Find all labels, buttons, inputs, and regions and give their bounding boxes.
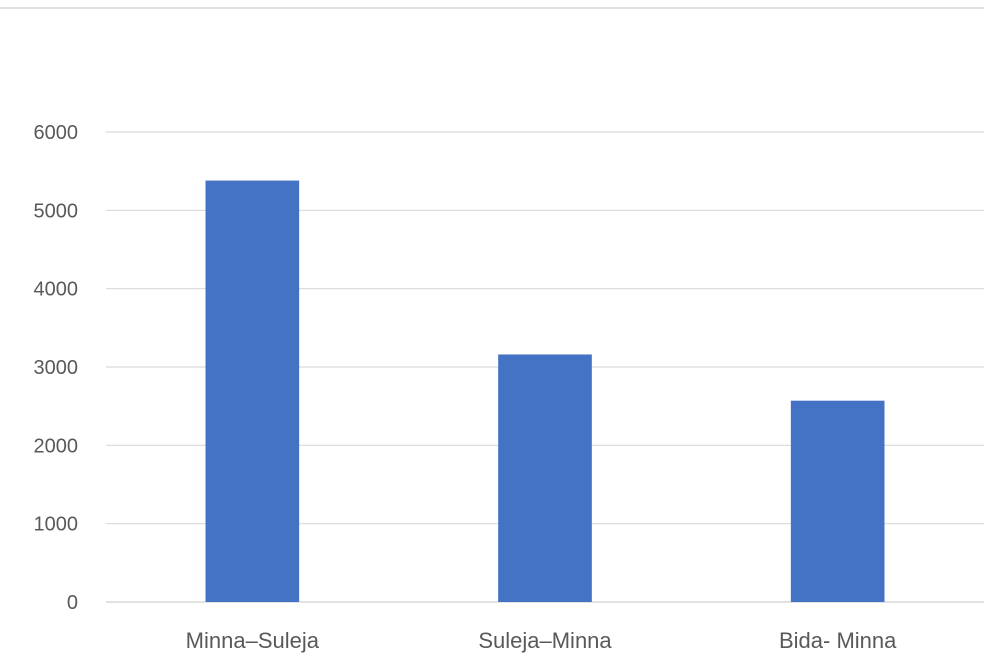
y-tick-label: 2000: [34, 435, 79, 457]
y-axis-ticks: 0 1000 2000 3000 4000 5000 6000: [34, 122, 79, 614]
x-axis-labels: Minna–Suleja Suleja–Minna Bida- Minna: [186, 628, 897, 653]
x-category-label: Suleja–Minna: [478, 628, 612, 653]
bars: [205, 180, 885, 603]
y-tick-label: 0: [67, 592, 78, 614]
x-category-label: Bida- Minna: [779, 628, 897, 653]
y-tick-label: 5000: [34, 200, 79, 222]
bar: [498, 354, 592, 602]
y-tick-label: 6000: [34, 122, 79, 144]
y-tick-label: 4000: [34, 279, 79, 301]
x-category-label: Minna–Suleja: [186, 628, 320, 653]
bar: [790, 400, 885, 602]
bar: [205, 180, 300, 603]
y-tick-label: 1000: [34, 514, 79, 536]
y-tick-label: 3000: [34, 357, 79, 379]
